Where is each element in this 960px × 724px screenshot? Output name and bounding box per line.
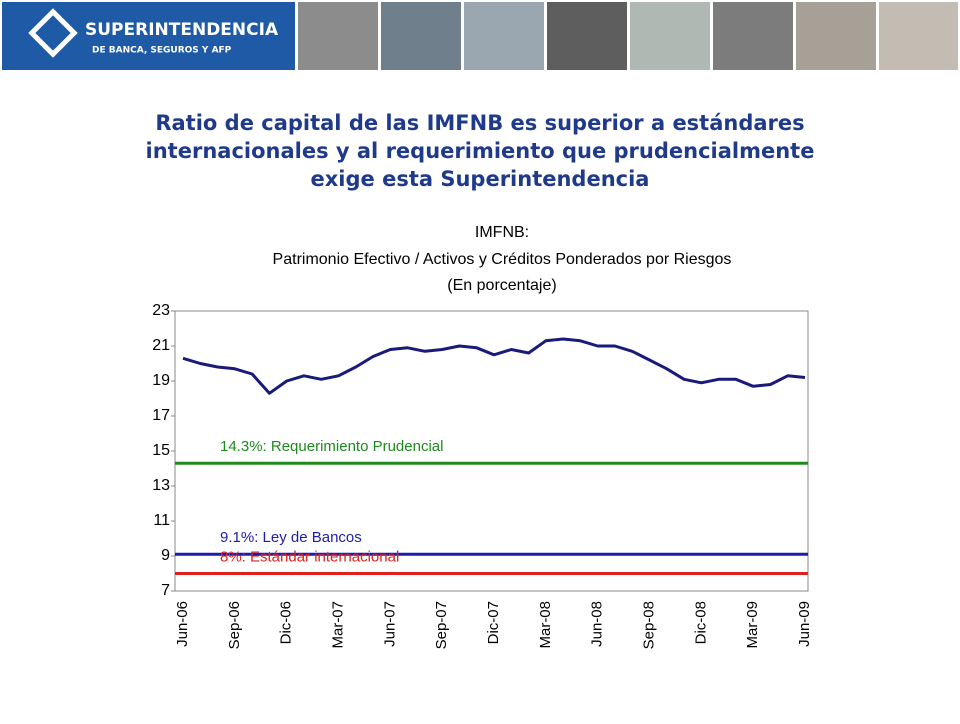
slide-title: Ratio de capital de las IMFNB es superio… xyxy=(155,111,804,135)
y-tick-label: 17 xyxy=(152,407,170,424)
x-tick-label: Mar-08 xyxy=(537,601,554,649)
slide-title: exige esta Superintendencia xyxy=(311,167,650,191)
y-tick-label: 19 xyxy=(152,372,170,389)
x-tick-label: Jun-07 xyxy=(381,601,398,647)
y-tick-label: 11 xyxy=(153,512,170,529)
chart-title: IMFNB: xyxy=(475,224,529,241)
x-tick-label: Jun-09 xyxy=(796,601,813,647)
photo-strip xyxy=(298,2,958,70)
y-tick-label: 7 xyxy=(161,582,170,599)
logo-subtitle: DE BANCA, SEGUROS Y AFP xyxy=(92,46,232,56)
chart: IMFNB: Patrimonio Efectivo / Activos y C… xyxy=(152,224,813,649)
y-tick-label: 9 xyxy=(161,547,170,564)
chart-note: (En porcentaje) xyxy=(447,277,556,294)
x-tick-label: Sep-08 xyxy=(640,601,657,649)
reference-label: 14.3%: Requerimiento Prudencial xyxy=(220,438,443,455)
x-tick-label: Sep-06 xyxy=(226,601,243,649)
chart-subtitle: Patrimonio Efectivo / Activos y Créditos… xyxy=(273,251,732,268)
logo-icon xyxy=(28,8,78,58)
y-tick-label: 21 xyxy=(152,337,170,354)
y-tick-label: 13 xyxy=(152,477,170,494)
x-tick-label: Dic-07 xyxy=(485,601,502,644)
reference-label: 8%: Estándar internacional xyxy=(220,548,399,565)
logo-title: SUPERINTENDENCIA xyxy=(85,20,279,40)
x-tick-label: Jun-08 xyxy=(589,601,606,647)
x-tick-label: Mar-07 xyxy=(329,601,346,649)
y-tick-label: 23 xyxy=(152,302,170,319)
x-tick-label: Dic-08 xyxy=(692,601,709,644)
data-line xyxy=(182,337,806,395)
x-tick-label: Sep-07 xyxy=(433,601,450,649)
x-tick-label: Jun-06 xyxy=(174,601,191,647)
x-tick-label: Dic-06 xyxy=(278,601,295,644)
slide-title: internacionales y al requerimiento que p… xyxy=(146,139,815,163)
reference-label: 9.1%: Ley de Bancos xyxy=(220,529,362,546)
x-tick-label: Mar-09 xyxy=(744,601,761,649)
y-tick-label: 15 xyxy=(152,442,170,459)
